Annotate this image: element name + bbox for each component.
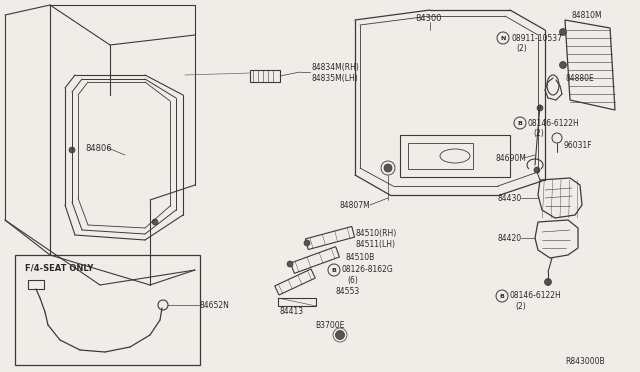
Text: N: N — [500, 35, 506, 41]
Circle shape — [384, 164, 392, 172]
Circle shape — [304, 240, 310, 246]
Text: 08146-6122H: 08146-6122H — [510, 292, 562, 301]
Text: 84510(RH): 84510(RH) — [355, 228, 396, 237]
Bar — [250, 70, 280, 82]
Text: 84510B: 84510B — [346, 253, 375, 262]
Circle shape — [534, 167, 540, 173]
Text: 84806: 84806 — [85, 144, 111, 153]
Circle shape — [152, 219, 158, 225]
Text: B3700E: B3700E — [315, 321, 344, 330]
Text: 08911-10537: 08911-10537 — [511, 33, 562, 42]
Text: 84880E: 84880E — [566, 74, 595, 83]
Text: 84652N: 84652N — [200, 301, 230, 310]
Text: 84835M(LH): 84835M(LH) — [312, 74, 359, 83]
Text: 84834M(RH): 84834M(RH) — [312, 62, 360, 71]
Text: 84810M: 84810M — [572, 10, 603, 19]
Text: 96031F: 96031F — [563, 141, 591, 150]
Circle shape — [537, 105, 543, 111]
Circle shape — [335, 330, 344, 340]
Text: 84553: 84553 — [335, 286, 359, 295]
Circle shape — [69, 147, 75, 153]
Text: (2): (2) — [533, 128, 544, 138]
Text: (2): (2) — [516, 44, 527, 52]
Text: 84807M: 84807M — [340, 201, 371, 209]
Bar — [400, 135, 510, 177]
Bar — [278, 298, 316, 306]
Text: 84430: 84430 — [498, 193, 522, 202]
Text: (2): (2) — [515, 301, 525, 311]
Text: 84690M: 84690M — [495, 154, 526, 163]
Bar — [15, 255, 200, 365]
Circle shape — [559, 61, 566, 68]
Text: 84420: 84420 — [498, 234, 522, 243]
Text: (6): (6) — [347, 276, 358, 285]
Text: B: B — [518, 121, 522, 125]
Text: R843000B: R843000B — [565, 357, 605, 366]
Text: 84300: 84300 — [415, 13, 442, 22]
Text: 84511(LH): 84511(LH) — [355, 240, 395, 248]
Text: 84413: 84413 — [280, 308, 304, 317]
Circle shape — [287, 261, 293, 267]
Circle shape — [559, 29, 566, 35]
Circle shape — [545, 279, 552, 285]
Text: B: B — [332, 267, 337, 273]
Bar — [408, 143, 473, 169]
Text: F/4-SEAT ONLY: F/4-SEAT ONLY — [25, 263, 93, 273]
Text: 08126-8162G: 08126-8162G — [342, 266, 394, 275]
Bar — [28, 280, 44, 289]
Text: B: B — [500, 294, 504, 298]
Text: 08146-6122H: 08146-6122H — [528, 119, 580, 128]
